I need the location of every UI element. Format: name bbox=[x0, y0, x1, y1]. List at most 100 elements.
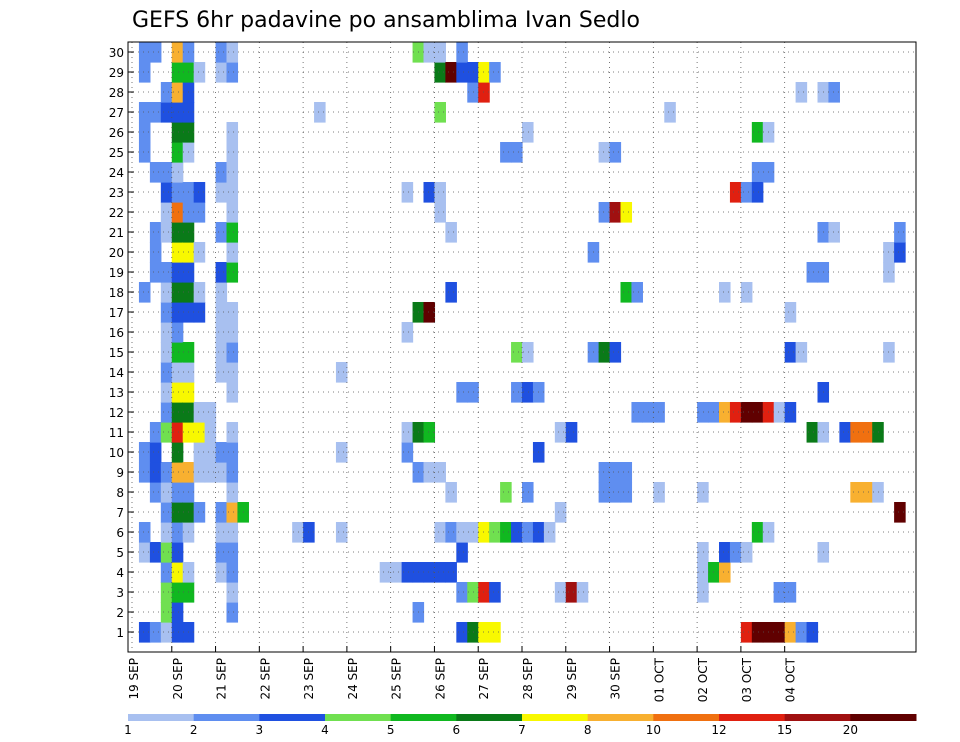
y-tick-label: 19 bbox=[109, 266, 124, 280]
heatmap-cell bbox=[215, 322, 228, 343]
heatmap-cell bbox=[171, 162, 184, 183]
heatmap-cell bbox=[215, 562, 228, 583]
heatmap-cell bbox=[740, 542, 753, 563]
heatmap-cell bbox=[160, 162, 173, 183]
y-tick-label: 14 bbox=[109, 366, 124, 380]
heatmap-cell bbox=[171, 222, 184, 243]
heatmap-cell bbox=[543, 522, 556, 543]
heatmap-cell bbox=[697, 542, 709, 563]
heatmap-cell bbox=[226, 162, 239, 183]
colorbar-label: 8 bbox=[584, 723, 592, 737]
heatmap-cell bbox=[740, 182, 753, 203]
y-axis: 1234567891011121314151617181920212223242… bbox=[109, 46, 134, 640]
heatmap-cell bbox=[445, 222, 457, 243]
heatmap-cell bbox=[456, 622, 468, 643]
heatmap-cell bbox=[872, 422, 884, 443]
heatmap-cell bbox=[171, 262, 184, 283]
heatmap-cell bbox=[609, 202, 622, 223]
heatmap-cell bbox=[489, 582, 501, 603]
heatmap-cell bbox=[193, 282, 206, 303]
heatmap-cell bbox=[149, 462, 162, 483]
heatmap-cell bbox=[795, 622, 808, 643]
heatmap-cell bbox=[193, 462, 206, 483]
heatmap-cell bbox=[806, 262, 819, 283]
y-tick-label: 23 bbox=[109, 186, 124, 200]
heatmap-cell bbox=[894, 502, 906, 523]
heatmap-cell bbox=[149, 442, 162, 463]
heatmap-cell bbox=[226, 222, 239, 243]
x-tick-label: 27 SEP bbox=[477, 658, 491, 700]
y-tick-label: 11 bbox=[109, 426, 124, 440]
heatmap-cell bbox=[138, 442, 151, 463]
heatmap-cell bbox=[226, 42, 239, 63]
heatmap-cell bbox=[828, 82, 840, 103]
x-tick-label: 29 SEP bbox=[565, 658, 579, 700]
heatmap-cell bbox=[434, 522, 446, 543]
y-tick-label: 10 bbox=[109, 446, 124, 460]
colorbar-segment bbox=[390, 714, 457, 721]
heatmap-cell bbox=[204, 402, 217, 423]
heatmap-cell bbox=[773, 582, 786, 603]
heatmap-cell bbox=[653, 402, 665, 423]
heatmap-cell bbox=[554, 422, 567, 443]
heatmap-cell bbox=[511, 342, 523, 363]
heatmap-cell bbox=[160, 562, 173, 583]
x-tick-label: 21 SEP bbox=[215, 658, 229, 700]
grid-lines bbox=[128, 42, 916, 652]
heatmap-cell bbox=[729, 542, 742, 563]
colorbar-segment bbox=[456, 714, 523, 721]
colorbar-segment bbox=[653, 714, 720, 721]
colorbar-label: 5 bbox=[387, 723, 395, 737]
heatmap-cell bbox=[445, 482, 457, 503]
heatmap-cell bbox=[138, 42, 151, 63]
heatmap-cell bbox=[171, 562, 184, 583]
heatmap-cell bbox=[171, 202, 184, 223]
heatmap-cell bbox=[423, 422, 436, 443]
heatmap-cell bbox=[171, 382, 184, 403]
heatmap-cell bbox=[160, 382, 173, 403]
heatmap-cell bbox=[193, 402, 206, 423]
heatmap-cell bbox=[193, 182, 206, 203]
heatmap-cell bbox=[226, 322, 239, 343]
heatmap-cell bbox=[434, 182, 446, 203]
heatmap-cell bbox=[226, 582, 239, 603]
heatmap-cell bbox=[160, 302, 173, 323]
heatmap-cell bbox=[226, 202, 239, 223]
heatmap-cell bbox=[423, 182, 436, 203]
heatmap-cell bbox=[226, 602, 239, 623]
heatmap-cell bbox=[226, 422, 239, 443]
heatmap-cell bbox=[149, 482, 162, 503]
heatmap-cell bbox=[160, 262, 173, 283]
heatmap-cell bbox=[149, 222, 162, 243]
heatmap-cell bbox=[434, 62, 446, 83]
heatmap-cell bbox=[160, 182, 173, 203]
heatmap-cell bbox=[138, 522, 151, 543]
heatmap-cell bbox=[434, 562, 446, 583]
heatmap-cell bbox=[171, 102, 184, 123]
heatmap-cell bbox=[445, 562, 457, 583]
heatmap-cell bbox=[522, 342, 534, 363]
heatmap-cell bbox=[806, 422, 819, 443]
heatmap-cell bbox=[335, 442, 348, 463]
heatmap-cell bbox=[379, 562, 392, 583]
heatmap-cell bbox=[215, 502, 228, 523]
colorbar-label: 6 bbox=[453, 723, 461, 737]
heatmap-cell bbox=[292, 522, 304, 543]
heatmap-cell bbox=[850, 482, 862, 503]
heatmap-cell bbox=[160, 522, 173, 543]
heatmap-cell bbox=[160, 582, 173, 603]
heatmap-cell bbox=[719, 562, 731, 583]
heatmap-cell bbox=[423, 42, 436, 63]
heatmap-cell bbox=[160, 342, 173, 363]
heatmap-cell bbox=[401, 442, 414, 463]
y-tick-label: 30 bbox=[109, 46, 124, 60]
heatmap-cell bbox=[171, 362, 184, 383]
heatmap-cell bbox=[456, 542, 468, 563]
heatmap-cell bbox=[171, 42, 184, 63]
heatmap-cell bbox=[489, 522, 501, 543]
heatmap-cell bbox=[828, 222, 840, 243]
heatmap-cell bbox=[171, 242, 184, 263]
colorbar-label: 1 bbox=[124, 723, 132, 737]
chart-title: GEFS 6hr padavine po ansamblima Ivan Sed… bbox=[132, 8, 640, 33]
heatmap-cell bbox=[193, 242, 206, 263]
